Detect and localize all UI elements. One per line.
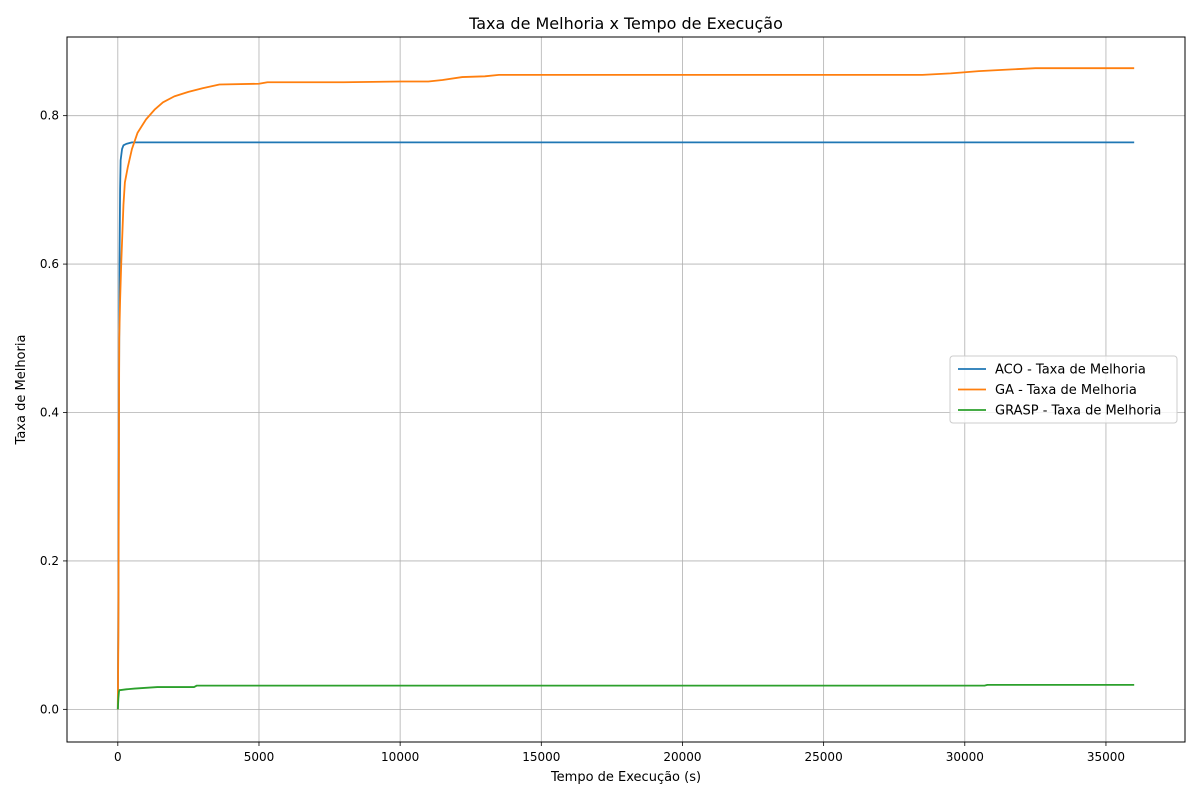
legend-label-aco: ACO - Taxa de Melhoria <box>995 363 1146 378</box>
x-tick-label: 5000 <box>244 750 275 764</box>
y-tick-label: 0.8 <box>40 109 59 123</box>
legend-box <box>949 355 1178 424</box>
x-tick-label: 0 <box>114 750 122 764</box>
series-line-grasp <box>116 683 1135 710</box>
x-tick-label: 15000 <box>522 750 560 764</box>
y-axis-label: Taxa de Melhoria <box>14 335 29 446</box>
y-tick-label: 0.0 <box>40 702 59 716</box>
y-tick-label: 0.4 <box>40 406 59 420</box>
chart-title: Taxa de Melhoria x Tempo de Execução <box>468 14 783 33</box>
y-tick-label: 0.6 <box>40 257 59 271</box>
plot-area <box>116 67 1135 710</box>
x-tick-label: 20000 <box>663 750 701 764</box>
legend-label-grasp: GRASP - Taxa de Melhoria <box>995 404 1161 419</box>
axes-frame <box>66 36 1186 743</box>
x-axis-label: Tempo de Execução (s) <box>550 770 701 785</box>
legend: ACO - Taxa de Melhoria GA - Taxa de Melho… <box>949 355 1178 424</box>
x-tick-label: 30000 <box>946 750 984 764</box>
series-line-ga <box>116 67 1135 710</box>
x-tick-label: 10000 <box>381 750 419 764</box>
y-tick-label: 0.2 <box>40 554 59 568</box>
legend-label-ga: GA - Taxa de Melhoria <box>995 383 1137 398</box>
x-tick-label: 25000 <box>805 750 843 764</box>
y-axis-ticks: 0.0 0.2 0.4 0.6 0.8 <box>40 109 67 716</box>
x-tick-label: 35000 <box>1087 750 1125 764</box>
x-axis-ticks: 0 5000 10000 15000 20000 25000 30000 35000 <box>114 742 1125 764</box>
